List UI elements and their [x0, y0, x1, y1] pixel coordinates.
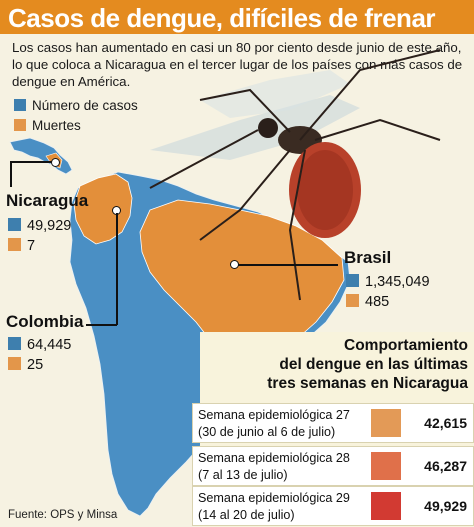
week-29-name: Semana epidemiológica 29 [198, 491, 350, 505]
week-28-row: Semana epidemiológica 28 (7 al 13 de jul… [192, 446, 474, 486]
brasil-leader-line [238, 264, 338, 266]
brasil-cases-value: 1,345,049 [365, 274, 430, 290]
week-28-dates: (7 al 13 de julio) [198, 468, 288, 482]
week-29-value: 49,929 [424, 498, 467, 514]
week-29-bar [371, 492, 401, 520]
week-29-label: Semana epidemiológica 29 (14 al 20 de ju… [198, 490, 350, 524]
legend-cases: Número de casos [14, 98, 138, 114]
colombia-cases: 64,445 [8, 336, 71, 354]
deaths-swatch [8, 357, 21, 370]
title-banner: Casos de dengue, difíciles de frenar [0, 0, 474, 34]
colombia-cases-value: 64,445 [27, 337, 72, 353]
brasil-deaths-value: 485 [365, 294, 390, 310]
cases-swatch [8, 218, 21, 231]
intro-text: Los casos han aumentado en casi un 80 po… [12, 40, 463, 89]
colombia-deaths: 25 [8, 356, 43, 374]
deaths-swatch [346, 294, 359, 307]
week-27-name: Semana epidemiológica 27 [198, 408, 350, 422]
nicaragua-name: Nicaragua [6, 191, 89, 210]
comparison-title-line1: Comportamiento [344, 337, 468, 354]
week-27-bar [371, 409, 401, 437]
source-note: Fuente: OPS y Minsa [8, 509, 118, 521]
brasil-cases: 1,345,049 [346, 273, 430, 291]
comparison-title-line3: tres semanas en Nicaragua [267, 375, 468, 392]
week-27-value: 42,615 [424, 415, 467, 431]
central-america-shape [9, 137, 73, 175]
brasil-name: Brasil [344, 248, 392, 267]
nicaragua-leader-line-vertical [10, 161, 12, 187]
nicaragua-deaths-value: 7 [27, 238, 36, 254]
brasil-deaths: 485 [346, 293, 389, 311]
deaths-swatch [8, 238, 21, 251]
cases-swatch [346, 274, 359, 287]
colombia-deaths-value: 25 [27, 357, 44, 373]
week-29-dates: (14 al 20 de julio) [198, 508, 295, 522]
week-27-dates: (30 de junio al 6 de julio) [198, 425, 336, 439]
comparison-title-line2: del dengue en las últimas [279, 356, 468, 373]
week-28-bar [371, 452, 401, 480]
legend-cases-label: Número de casos [32, 98, 138, 113]
cases-swatch [8, 337, 21, 350]
week-27-row: Semana epidemiológica 27 (30 de junio al… [192, 403, 474, 443]
week-27-label: Semana epidemiológica 27 (30 de junio al… [198, 407, 350, 441]
colombia-name: Colombia [6, 312, 84, 331]
legend-cases-swatch [14, 99, 26, 111]
week-29-row: Semana epidemiológica 29 (14 al 20 de ju… [192, 486, 474, 526]
nicaragua-cases-value: 49,929 [27, 218, 72, 234]
nicaragua-deaths: 7 [8, 237, 35, 255]
colombia-shape [73, 173, 133, 245]
colombia-leader-line-horizontal [86, 324, 117, 326]
week-28-label: Semana epidemiológica 28 (7 al 13 de jul… [198, 450, 350, 484]
legend-deaths-label: Muertes [32, 118, 81, 133]
comparison-title: Comportamiento del dengue en las últimas… [200, 336, 468, 393]
nicaragua-marker [51, 158, 60, 167]
mosquito-illustration [149, 49, 441, 301]
nicaragua-cases: 49,929 [8, 217, 71, 235]
week-28-value: 46,287 [424, 458, 467, 474]
nicaragua-leader-line [10, 161, 52, 163]
legend-deaths: Muertes [14, 118, 81, 134]
colombia-leader-line [116, 213, 118, 325]
page-title: Casos de dengue, difíciles de frenar [8, 3, 436, 33]
legend-deaths-swatch [14, 119, 26, 131]
week-28-name: Semana epidemiológica 28 [198, 451, 350, 465]
